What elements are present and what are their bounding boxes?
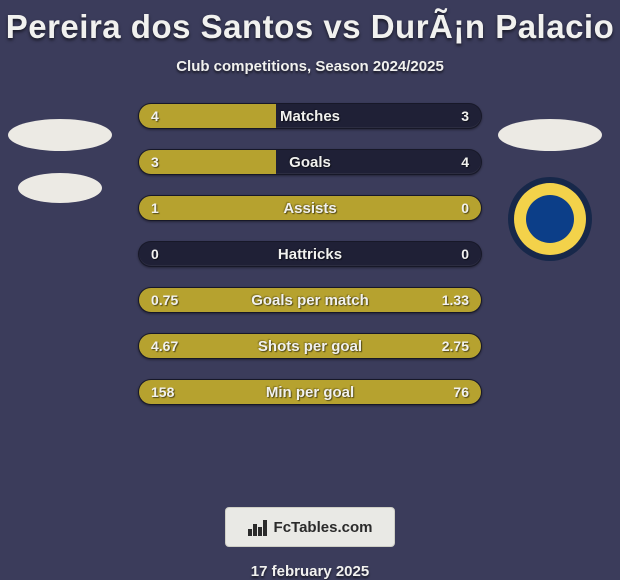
player-left-avatar bbox=[8, 119, 112, 151]
stat-bar: 0 0Hattricks bbox=[138, 241, 482, 267]
page-subtitle: Club competitions, Season 2024/2025 bbox=[176, 58, 444, 75]
stat-bar: 43Matches bbox=[138, 103, 482, 129]
content-root: Pereira dos Santos vs DurÃ¡n Palacio Clu… bbox=[0, 0, 620, 580]
stat-bar: 0.751.33Goals per match bbox=[138, 287, 482, 313]
chart-area: 43Matches 34Goals 10Assists 0 0Hattricks 0.75… bbox=[0, 103, 620, 503]
stat-right-value: 3 bbox=[461, 104, 469, 128]
stat-bar: 34Goals bbox=[138, 149, 482, 175]
stat-left-value: 0 bbox=[151, 242, 159, 266]
footer-date: 17 february 2025 bbox=[251, 563, 369, 580]
stat-bars: 43Matches 34Goals 10Assists 0 0Hattricks 0.75… bbox=[138, 103, 482, 425]
footer-brand-box[interactable]: FcTables.com bbox=[225, 507, 396, 547]
stat-bar: 4.672.75Shots per goal bbox=[138, 333, 482, 359]
stat-right-value: 4 bbox=[461, 150, 469, 174]
player-left-club-avatar bbox=[18, 173, 102, 203]
footer-brand-text: FcTables.com bbox=[274, 519, 373, 536]
player-right-club-badge bbox=[508, 177, 592, 261]
page-title: Pereira dos Santos vs DurÃ¡n Palacio bbox=[6, 8, 615, 46]
stat-right-value: 0 bbox=[461, 242, 469, 266]
bar-chart-icon bbox=[248, 518, 270, 536]
stat-bar: 15876Min per goal bbox=[138, 379, 482, 405]
stat-label: Hattricks bbox=[139, 242, 481, 266]
player-right-avatar bbox=[498, 119, 602, 151]
stat-bar: 10Assists bbox=[138, 195, 482, 221]
